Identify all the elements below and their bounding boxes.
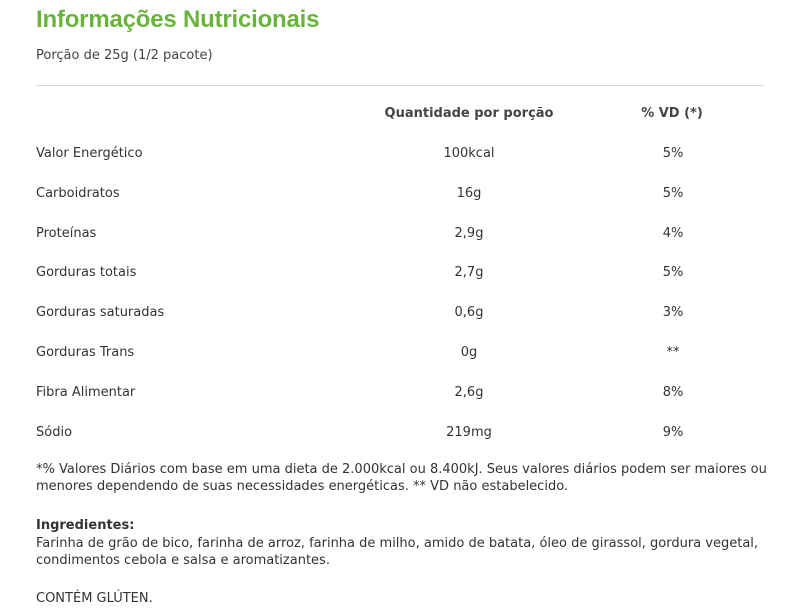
nutrient-amount: 219mg — [446, 425, 492, 440]
divider — [36, 85, 764, 86]
nutrient-amount: 0,6g — [454, 305, 484, 320]
nutrient-daily-value: 4% — [662, 226, 684, 241]
nutrient-name: Gorduras totais — [36, 265, 137, 280]
nutrient-name: Carboidratos — [36, 186, 120, 201]
nutrient-amount: 0g — [460, 345, 478, 360]
nutrient-daily-value: ** — [666, 345, 680, 360]
nutrient-daily-value: 9% — [662, 425, 684, 440]
nutrient-amount: 2,9g — [454, 226, 484, 241]
ingredients-heading: Ingredientes: — [36, 518, 135, 533]
nutrient-amount: 2,7g — [454, 265, 484, 280]
nutrient-name: Proteínas — [36, 226, 97, 241]
nutrient-amount: 2,6g — [454, 385, 484, 400]
nutrient-daily-value: 3% — [662, 305, 684, 320]
nutrient-name: Gorduras saturadas — [36, 305, 165, 320]
allergen-warning: CONTÉM GLÚTEN. — [36, 591, 153, 606]
portion-size: Porção de 25g (1/2 pacote) — [36, 48, 213, 63]
header-amount: Quantidade por porção — [384, 106, 554, 121]
ingredients-text: Farinha de grão de bico, farinha de arro… — [36, 536, 759, 568]
nutrient-daily-value: 5% — [662, 146, 684, 161]
nutrient-daily-value: 5% — [662, 186, 684, 201]
nutrient-daily-value: 8% — [662, 385, 684, 400]
nutrient-amount: 100kcal — [443, 146, 495, 161]
page-title: Informações Nutricionais — [36, 6, 320, 33]
nutrient-daily-value: 5% — [662, 265, 684, 280]
daily-value-footnote: *% Valores Diários com base em uma dieta… — [36, 462, 767, 494]
nutrient-name: Gorduras Trans — [36, 345, 135, 360]
nutrient-name: Fibra Alimentar — [36, 385, 136, 400]
header-daily-value: % VD (*) — [641, 106, 703, 121]
nutrient-name: Sódio — [36, 425, 73, 440]
nutrient-name: Valor Energético — [36, 146, 143, 161]
nutrient-amount: 16g — [456, 186, 482, 201]
